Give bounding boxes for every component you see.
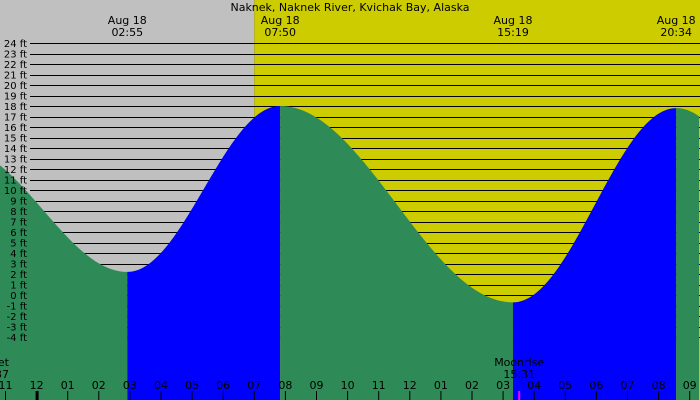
x-tick-label: 12 [403, 379, 417, 392]
y-tick-label: 3 ft [10, 260, 27, 271]
event-time: 15:31 [503, 368, 535, 381]
x-tick-label: 05 [558, 379, 572, 392]
event-name: Moonrise [494, 356, 544, 369]
y-tick-label: 23 ft [4, 50, 27, 61]
extreme-time: 20:34 [660, 26, 692, 39]
y-tick-label: 5 ft [10, 239, 27, 250]
extreme-date: Aug 18 [657, 14, 696, 27]
y-tick-label: 8 ft [10, 207, 27, 218]
y-tick-label: -1 ft [7, 302, 27, 313]
y-tick-label: 11 ft [4, 176, 27, 187]
x-tick-label: 07 [621, 379, 635, 392]
y-tick-label: 7 ft [10, 218, 27, 229]
extreme-time: 07:50 [264, 26, 296, 39]
x-tick-label: 02 [92, 379, 106, 392]
x-tick-label: 11 [0, 379, 13, 392]
x-tick-label: 10 [341, 379, 355, 392]
extreme-time: 02:55 [111, 26, 143, 39]
x-tick-label: 06 [216, 379, 230, 392]
x-tick-label: 05 [185, 379, 199, 392]
event-time: 23:37 [0, 368, 9, 381]
x-tick-label: 04 [527, 379, 541, 392]
x-tick-label: 02 [465, 379, 479, 392]
y-tick-label: 0 ft [10, 291, 27, 302]
x-tick-label: 06 [589, 379, 603, 392]
y-tick-label: 14 ft [4, 144, 27, 155]
tide-area [0, 106, 700, 400]
x-tick-label: 01 [61, 379, 75, 392]
x-tick-label: 08 [652, 379, 666, 392]
y-tick-label: 17 ft [4, 113, 27, 124]
x-axis-tick-labels: 11 12 01 02 03 04 05 06 07 08 09 10 11 12 01 02 03 04 05 06… [0, 379, 697, 400]
y-tick-label: 13 ft [4, 155, 27, 166]
sunset-label: Sunset23:37 [0, 356, 10, 381]
y-tick-label: 6 ft [10, 228, 27, 239]
chart-title: Naknek, Naknek River, Kvichak Bay, Alask… [230, 1, 469, 14]
extreme-date: Aug 18 [494, 14, 533, 27]
x-tick-label: 09 [310, 379, 324, 392]
y-tick-label: 19 ft [4, 92, 27, 103]
y-tick-label: 18 ft [4, 102, 27, 113]
x-tick-label: 12 [30, 379, 44, 392]
y-tick-label: 15 ft [4, 134, 27, 145]
x-tick-label: 08 [278, 379, 292, 392]
x-tick-label: 01 [434, 379, 448, 392]
y-tick-label: 2 ft [10, 270, 27, 281]
extreme-date: Aug 18 [261, 14, 300, 27]
y-tick-label: -2 ft [7, 312, 27, 323]
rising-tide-segment [512, 108, 677, 400]
y-tick-label: 9 ft [10, 197, 27, 208]
x-tick-label: 03 [123, 379, 137, 392]
y-tick-label: 10 ft [4, 186, 27, 197]
falling-tide-segment [0, 165, 128, 400]
y-tick-label: -4 ft [7, 333, 27, 344]
y-tick-label: 1 ft [10, 281, 27, 292]
x-tick-label: 07 [247, 379, 261, 392]
event-name: Sunset [0, 356, 10, 369]
y-tick-label: 22 ft [4, 60, 27, 71]
x-tick-label: 04 [154, 379, 168, 392]
extreme-date: Aug 18 [108, 14, 147, 27]
falling-tide-segment [676, 108, 700, 400]
y-tick-label: 21 ft [4, 71, 27, 82]
midnight-marker [35, 391, 39, 400]
y-tick-label: 16 ft [4, 123, 27, 134]
x-tick-label: 03 [496, 379, 510, 392]
y-tick-label: 24 ft [4, 39, 27, 50]
extreme-time: 15:19 [497, 26, 529, 39]
x-tick-label: 09 [683, 379, 697, 392]
y-tick-label: 20 ft [4, 81, 27, 92]
y-tick-label: 12 ft [4, 165, 27, 176]
rising-tide-segment [127, 106, 281, 400]
y-tick-label: -3 ft [7, 323, 27, 334]
x-tick-label: 11 [372, 379, 386, 392]
falling-tide-segment [280, 106, 513, 400]
y-tick-label: 4 ft [10, 249, 27, 260]
